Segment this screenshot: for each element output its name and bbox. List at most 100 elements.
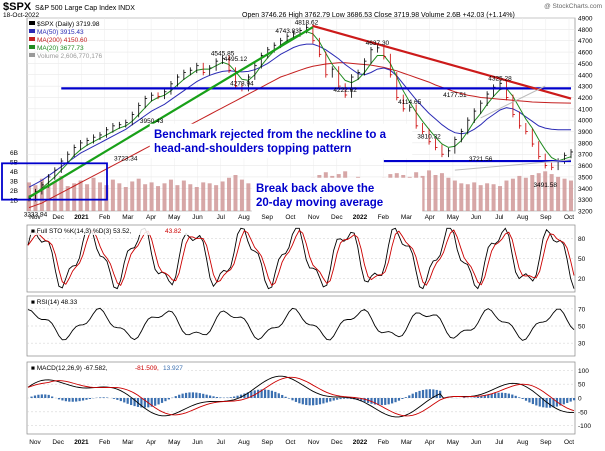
volume-bar	[427, 170, 432, 211]
volume-bar	[91, 177, 96, 211]
volume-bar	[72, 183, 77, 211]
macd-hist-bar	[356, 398, 359, 401]
macd-hist-bar	[174, 396, 177, 398]
volume-bar	[439, 173, 444, 211]
volume-bar	[420, 175, 425, 211]
volume-bar	[446, 177, 451, 211]
annotation-neckline-line: head-and-shoulders topping pattern	[154, 143, 351, 155]
bottom-x-tick-label: Nov	[308, 439, 320, 446]
volume-tick-label: 6B	[10, 150, 18, 157]
macd-panel-tick: 100	[578, 368, 589, 375]
macd-panel-tick: 0	[578, 396, 582, 403]
macd-hist-bar	[497, 392, 500, 398]
macd-hist-bar	[164, 398, 167, 402]
price-label: 3723.34	[114, 156, 138, 163]
legend-entry: $SPX (Daily) 3719.98	[37, 21, 100, 28]
volume-bar	[523, 177, 528, 211]
sto-panel-tick: 20	[578, 276, 586, 283]
volume-bar	[175, 185, 180, 211]
macd-hist-bar	[318, 398, 322, 405]
volume-bar	[543, 171, 548, 211]
y-tick-label: 3900	[578, 129, 593, 136]
y-tick-label: 3500	[578, 174, 593, 181]
macd-hist-bar	[246, 392, 249, 398]
rsi-panel-tick: 70	[578, 306, 586, 313]
bottom-x-tick-label: Jul	[217, 439, 226, 446]
volume-bar	[149, 182, 154, 211]
x-tick-label: Jul	[495, 214, 504, 221]
macd-hist-bar	[435, 389, 438, 398]
macd-hist-bar	[312, 398, 315, 406]
legend-swatch	[29, 29, 35, 33]
volume-bar	[549, 174, 554, 211]
volume-bar	[168, 179, 173, 211]
macd-hist-bar	[267, 389, 270, 398]
macd-hist-bar	[559, 398, 562, 406]
x-tick-label: Oct	[285, 214, 295, 221]
macd-hist-bar	[411, 393, 414, 398]
macd-hist-bar	[418, 390, 421, 398]
y-tick-label: 4300	[578, 84, 593, 91]
macd-hist-bar	[377, 398, 380, 405]
macd-hist-bar	[404, 397, 407, 398]
macd-hist-bar	[425, 389, 428, 398]
volume-bar	[214, 185, 219, 211]
x-tick-label: Mar	[401, 214, 413, 221]
volume-bar	[239, 179, 244, 211]
bottom-x-tick-label: Dec	[331, 439, 343, 446]
annotation-neckline-box	[149, 123, 413, 159]
macd-hist-bar	[415, 392, 418, 398]
bottom-x-tick-label: Sep	[540, 439, 552, 446]
macd-hist-bar	[270, 390, 274, 398]
sto-panel-tick: 80	[578, 236, 586, 243]
macd-hist-bar	[150, 398, 153, 407]
volume-bar	[162, 183, 167, 211]
x-tick-label: Sep	[540, 214, 552, 221]
macd-hist-bar	[140, 398, 143, 408]
macd-hist-bar	[524, 398, 528, 401]
macd-hist-bar	[212, 396, 215, 398]
volume-bar	[536, 173, 541, 211]
volume-bar	[459, 183, 464, 211]
macd-hist-bar	[178, 394, 181, 398]
legend-entry: Volume 2,606,770,176	[37, 53, 102, 60]
bottom-x-tick-label: Jun	[471, 439, 482, 446]
volume-bar	[46, 184, 51, 211]
ma50-line	[28, 43, 571, 188]
macd-hist-bar	[260, 389, 263, 398]
macd-hist-bar	[64, 398, 67, 402]
x-tick-label: Jul	[217, 214, 226, 221]
x-tick-label: Aug	[517, 214, 529, 221]
macd-hist-bar	[552, 398, 555, 408]
macd-hist-bar	[545, 398, 548, 408]
macd-hist-bar	[339, 398, 342, 400]
y-tick-label: 3200	[578, 209, 593, 216]
macd-hist-bar	[30, 396, 33, 398]
macd-line	[27, 375, 575, 418]
trendline-uptrend	[28, 26, 314, 199]
bottom-x-tick-label: Nov	[29, 439, 41, 446]
rsi-panel-tick: 50	[578, 324, 586, 331]
volume-bar	[78, 180, 83, 211]
bottom-x-tick-label: Feb	[378, 439, 390, 446]
bottom-x-tick-label: 2022	[353, 439, 368, 446]
pointer-line	[480, 85, 546, 119]
macd-hist-bar	[184, 392, 188, 398]
macd-hist-bar	[294, 398, 298, 402]
macd-hist-bar	[188, 392, 191, 398]
macd-hist-bar	[535, 398, 538, 406]
x-tick-label: Mar	[122, 214, 134, 221]
macd-hist-bar	[360, 398, 363, 401]
macd-hist-bar	[363, 398, 366, 402]
bottom-x-tick-label: Feb	[99, 439, 111, 446]
volume-bar	[452, 180, 457, 211]
macd-hist-bar	[219, 397, 222, 398]
volume-bar	[562, 178, 567, 211]
y-tick-label: 4000	[578, 118, 593, 125]
ma200-line	[28, 62, 572, 209]
macd-hist-bar	[291, 398, 294, 401]
macd-hist-bar	[473, 397, 476, 398]
macd-hist-bar	[421, 389, 425, 398]
macd-hist-bar	[167, 398, 170, 400]
volume-bar	[556, 176, 561, 211]
